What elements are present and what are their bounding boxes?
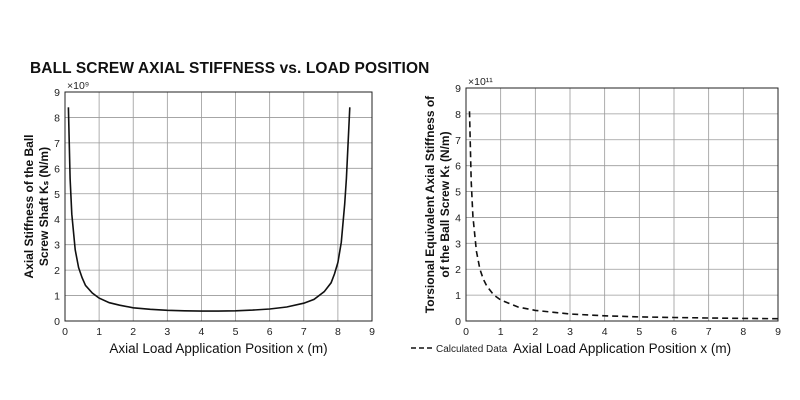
y-axis-label-line1: Axial Stiffness of the Ball [22,134,36,278]
x-tick-label: 0 [463,326,469,338]
x-tick-label: 4 [199,326,205,338]
y-tick-label: 1 [455,290,461,302]
y-tick-label: 5 [455,187,461,199]
x-tick-label: 1 [96,326,102,338]
y-tick-label: 8 [455,109,461,121]
series-line-1 [67,107,351,312]
y-tick-label: 0 [54,316,60,328]
y-tick-label: 8 [54,112,60,124]
y-tick-label: 4 [455,212,461,224]
y-tick-label: 9 [54,87,60,99]
y-tick-label: 3 [455,238,461,250]
y-multiplier: ×10⁹ [67,80,89,92]
y-tick-label: 6 [455,161,461,173]
y-tick-label: 2 [54,265,60,277]
x-tick-label: 7 [706,326,712,338]
y-axis-label-line2: of the Ball Screw Kₜ (N/m) [438,131,452,277]
y-tick-label: 1 [54,291,60,303]
x-axis-label: Axial Load Application Position x (m) [513,341,731,356]
y-tick-label: 0 [455,316,461,328]
x-tick-label: 4 [602,326,608,338]
x-tick-label: 9 [775,326,781,338]
figure-title: BALL SCREW AXIAL STIFFNESS vs. LOAD POSI… [30,60,430,77]
y-tick-label: 7 [54,138,60,150]
series-line-1 [468,111,779,320]
x-tick-label: 8 [740,326,746,338]
x-axis-label: Axial Load Application Position x (m) [109,341,327,356]
y-tick-label: 4 [54,214,60,226]
y-tick-label: 3 [54,240,60,252]
x-tick-label: 6 [267,326,273,338]
y-tick-label: 2 [455,264,461,276]
x-tick-label: 3 [567,326,573,338]
x-tick-label: 2 [130,326,136,338]
y-tick-label: 5 [54,189,60,201]
legend-label: Calculated Data [436,344,508,355]
plot-frame [465,87,779,322]
x-tick-label: 8 [335,326,341,338]
x-tick-label: 7 [301,326,307,338]
y-tick-label: 7 [455,135,461,147]
y-axis-label-line2: Screw Shaft Kₛ (N/m) [37,147,51,266]
x-tick-label: 6 [671,326,677,338]
plot-frame [64,91,373,322]
x-tick-label: 5 [636,326,642,338]
x-tick-label: 5 [233,326,239,338]
x-tick-label: 1 [498,326,504,338]
y-axis-label-line1: Torsional Equivalent Axial Stiffness of [423,95,437,313]
chart-2: 0 1 2 3 4 5 6 7 8 9 0 1 2 3 4 5 6 7 8 9 ×10¹¹ Axial Load Appl… [411,76,781,356]
x-tick-label: 9 [369,326,375,338]
x-tick-label: 2 [532,326,538,338]
x-tick-label: 0 [62,326,68,338]
chart-1: 0 1 2 3 4 5 6 7 8 9 0 1 2 3 4 5 6 7 8 9 ×10⁹ Axial Load Appli… [22,80,375,356]
y-tick-label: 6 [54,163,60,175]
y-multiplier: ×10¹¹ [468,76,493,88]
y-tick-label: 9 [455,83,461,95]
x-tick-label: 3 [164,326,170,338]
